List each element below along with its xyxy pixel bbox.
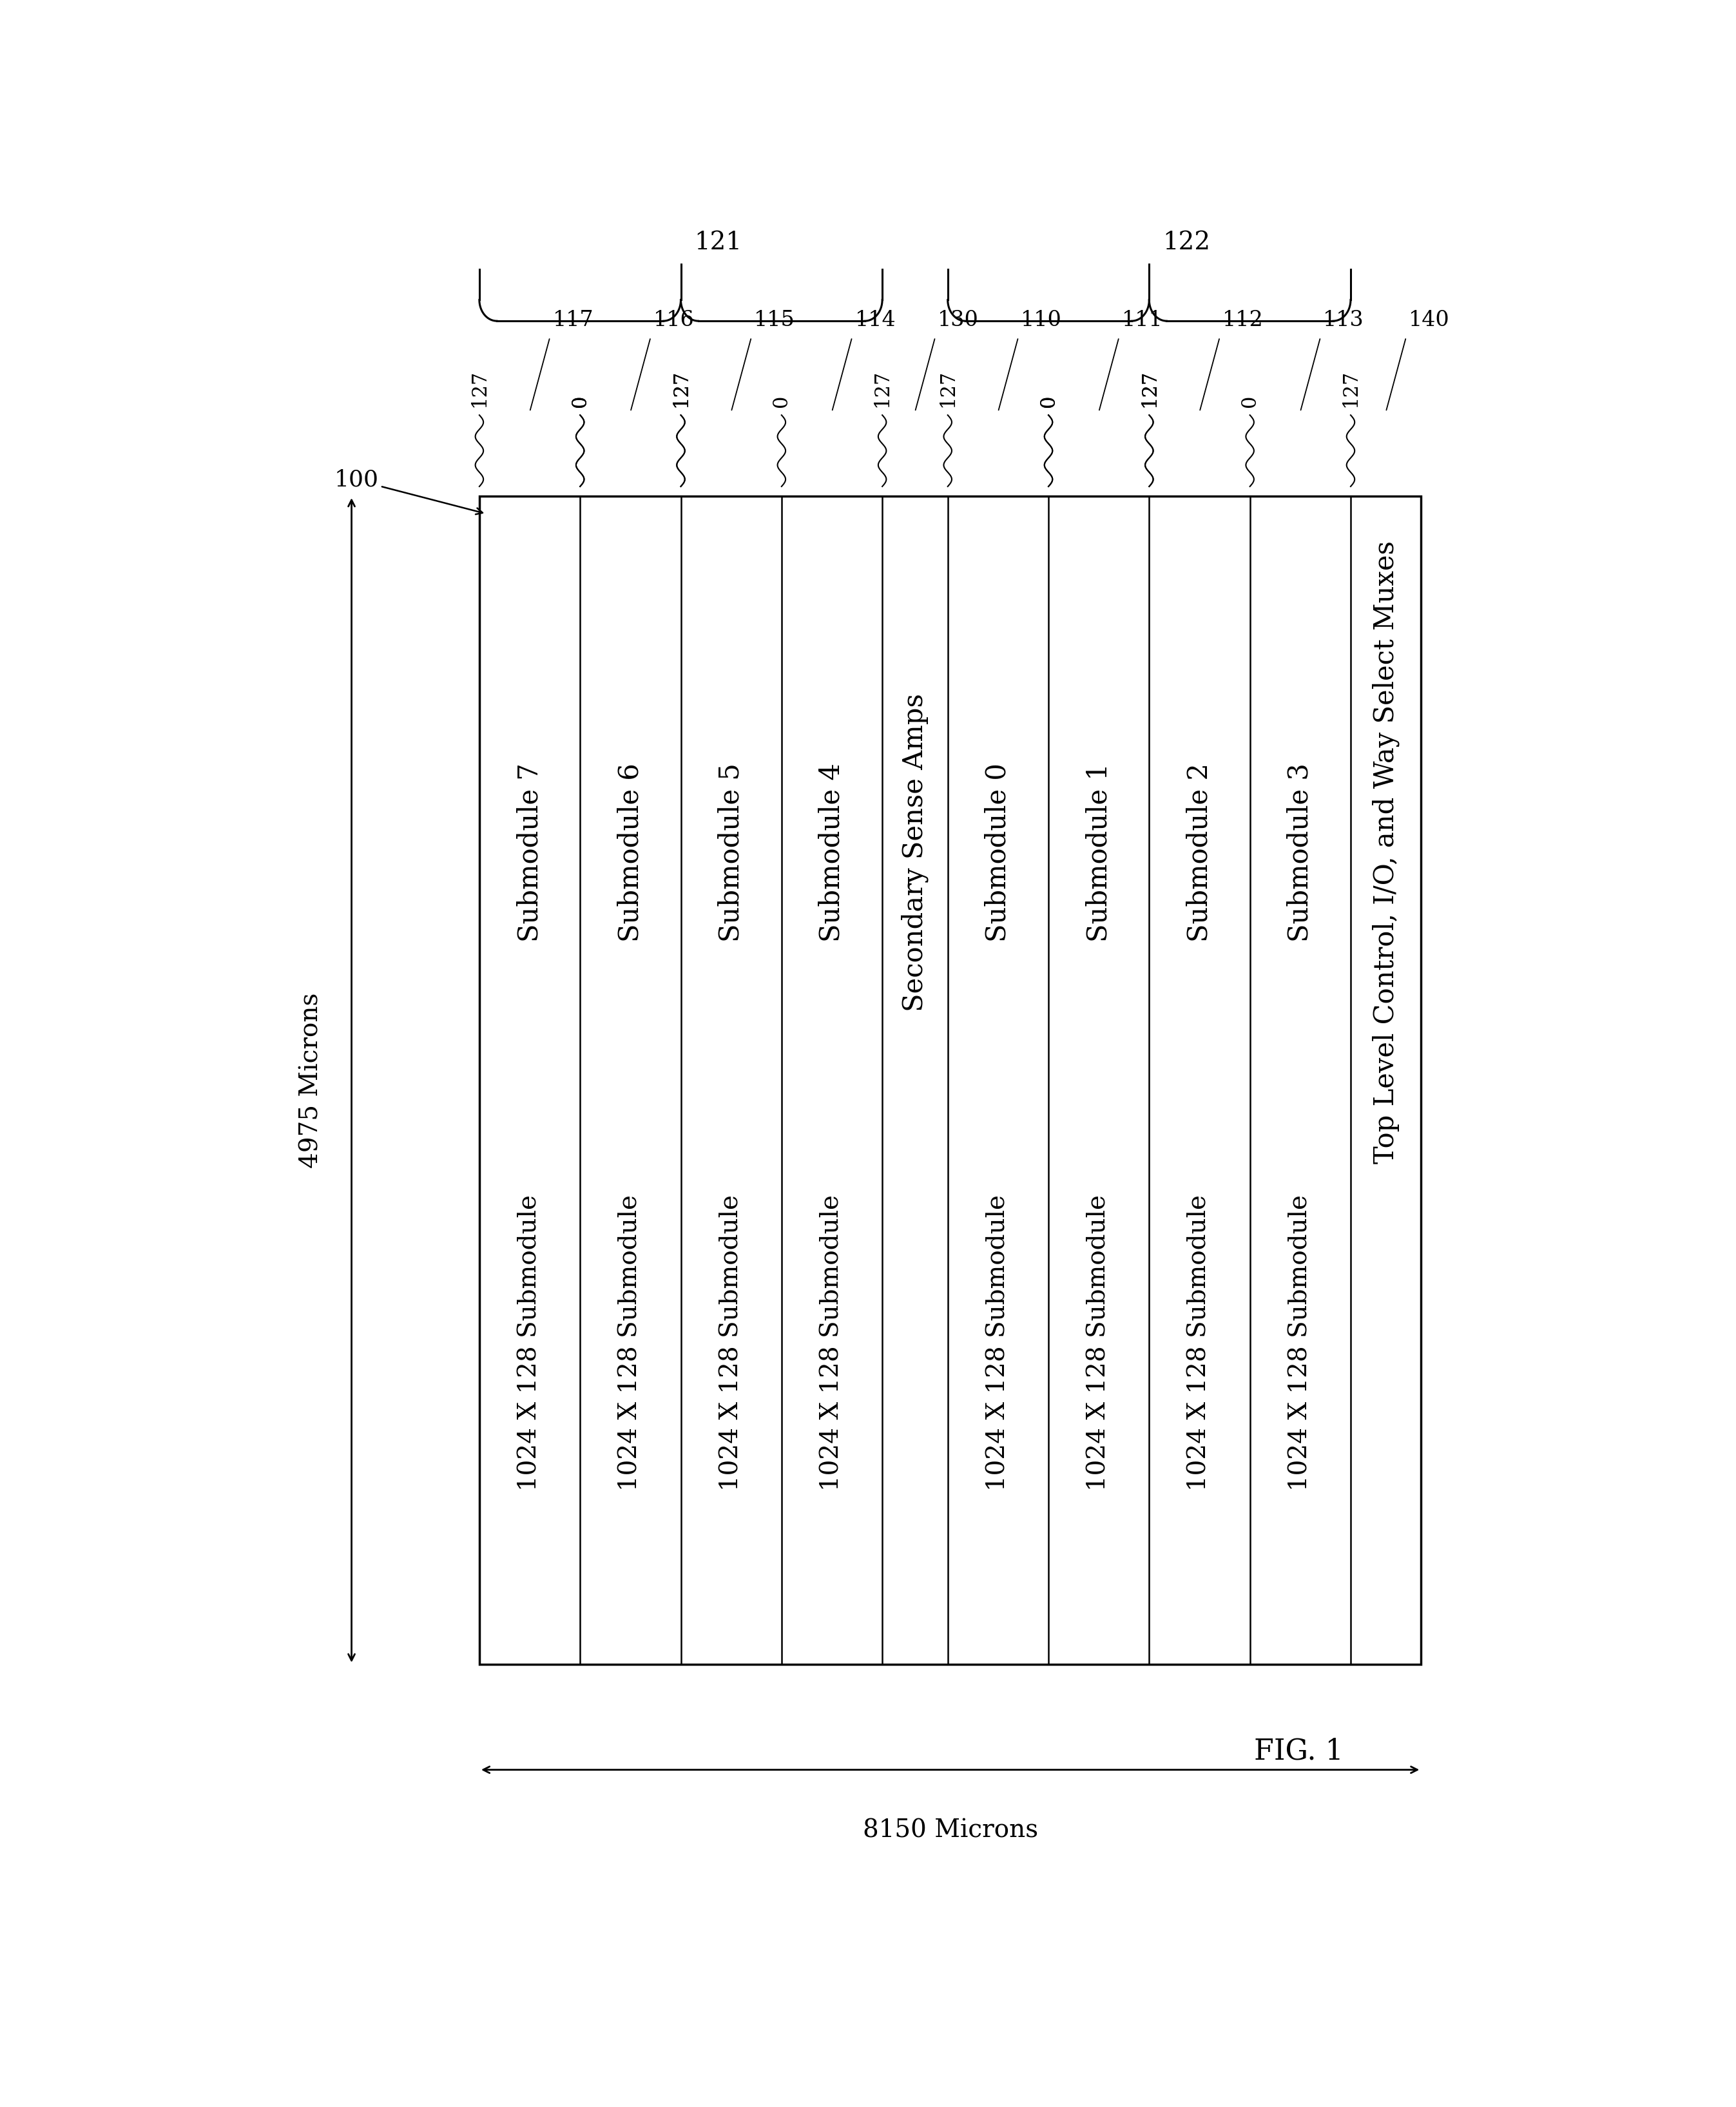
Text: Submodule 1: Submodule 1 <box>1085 763 1113 942</box>
Text: 115: 115 <box>753 310 795 331</box>
Text: Top Level Control, I/O, and Way Select Muxes: Top Level Control, I/O, and Way Select M… <box>1371 541 1399 1163</box>
Text: 110: 110 <box>1021 310 1062 331</box>
Text: 116: 116 <box>653 310 694 331</box>
Text: Submodule 7: Submodule 7 <box>516 763 543 942</box>
Text: 0: 0 <box>569 394 590 407</box>
Text: Submodule 6: Submodule 6 <box>616 763 644 942</box>
Text: 1024 X 128 Submodule: 1024 X 128 Submodule <box>517 1195 542 1492</box>
Text: 1024 X 128 Submodule: 1024 X 128 Submodule <box>986 1195 1010 1492</box>
Text: 127: 127 <box>871 369 892 407</box>
Text: 4975 Microns: 4975 Microns <box>299 992 323 1167</box>
Text: Submodule 2: Submodule 2 <box>1186 763 1213 942</box>
Text: 117: 117 <box>552 310 594 331</box>
Text: FIG. 1: FIG. 1 <box>1253 1738 1344 1766</box>
Text: 127: 127 <box>937 369 958 407</box>
Text: Secondary Sense Amps: Secondary Sense Amps <box>901 693 929 1011</box>
Text: 0: 0 <box>771 394 792 407</box>
Text: 100: 100 <box>333 470 483 514</box>
Text: 122: 122 <box>1163 230 1210 255</box>
Text: Submodule 5: Submodule 5 <box>717 763 745 942</box>
Text: 0: 0 <box>1038 394 1059 407</box>
Text: 0: 0 <box>1240 394 1260 407</box>
Text: 1024 X 128 Submodule: 1024 X 128 Submodule <box>819 1195 844 1492</box>
Text: 127: 127 <box>1139 369 1160 407</box>
Text: 111: 111 <box>1121 310 1163 331</box>
Text: 140: 140 <box>1408 310 1450 331</box>
Bar <box>479 495 1422 1665</box>
Text: Submodule 3: Submodule 3 <box>1286 763 1314 942</box>
Text: 127: 127 <box>1340 369 1361 407</box>
Text: 0: 0 <box>569 394 590 407</box>
Text: 127: 127 <box>469 369 490 407</box>
Text: 1024 X 128 Submodule: 1024 X 128 Submodule <box>1187 1195 1212 1492</box>
Text: 114: 114 <box>854 310 896 331</box>
Text: 127: 127 <box>670 369 691 407</box>
Text: 127: 127 <box>1139 369 1160 407</box>
Text: 121: 121 <box>694 230 741 255</box>
Text: 1024 X 128 Submodule: 1024 X 128 Submodule <box>1288 1195 1312 1492</box>
Text: Submodule 0: Submodule 0 <box>984 763 1012 942</box>
Text: 113: 113 <box>1323 310 1364 331</box>
Text: 0: 0 <box>1038 394 1059 407</box>
Text: Submodule 4: Submodule 4 <box>818 763 845 942</box>
Text: 127: 127 <box>670 369 691 407</box>
Text: 1024 X 128 Submodule: 1024 X 128 Submodule <box>1087 1195 1111 1492</box>
Text: 130: 130 <box>937 310 979 331</box>
Text: 112: 112 <box>1222 310 1264 331</box>
Text: 1024 X 128 Submodule: 1024 X 128 Submodule <box>618 1195 642 1492</box>
Text: 8150 Microns: 8150 Microns <box>863 1818 1038 1842</box>
Text: 1024 X 128 Submodule: 1024 X 128 Submodule <box>719 1195 743 1492</box>
